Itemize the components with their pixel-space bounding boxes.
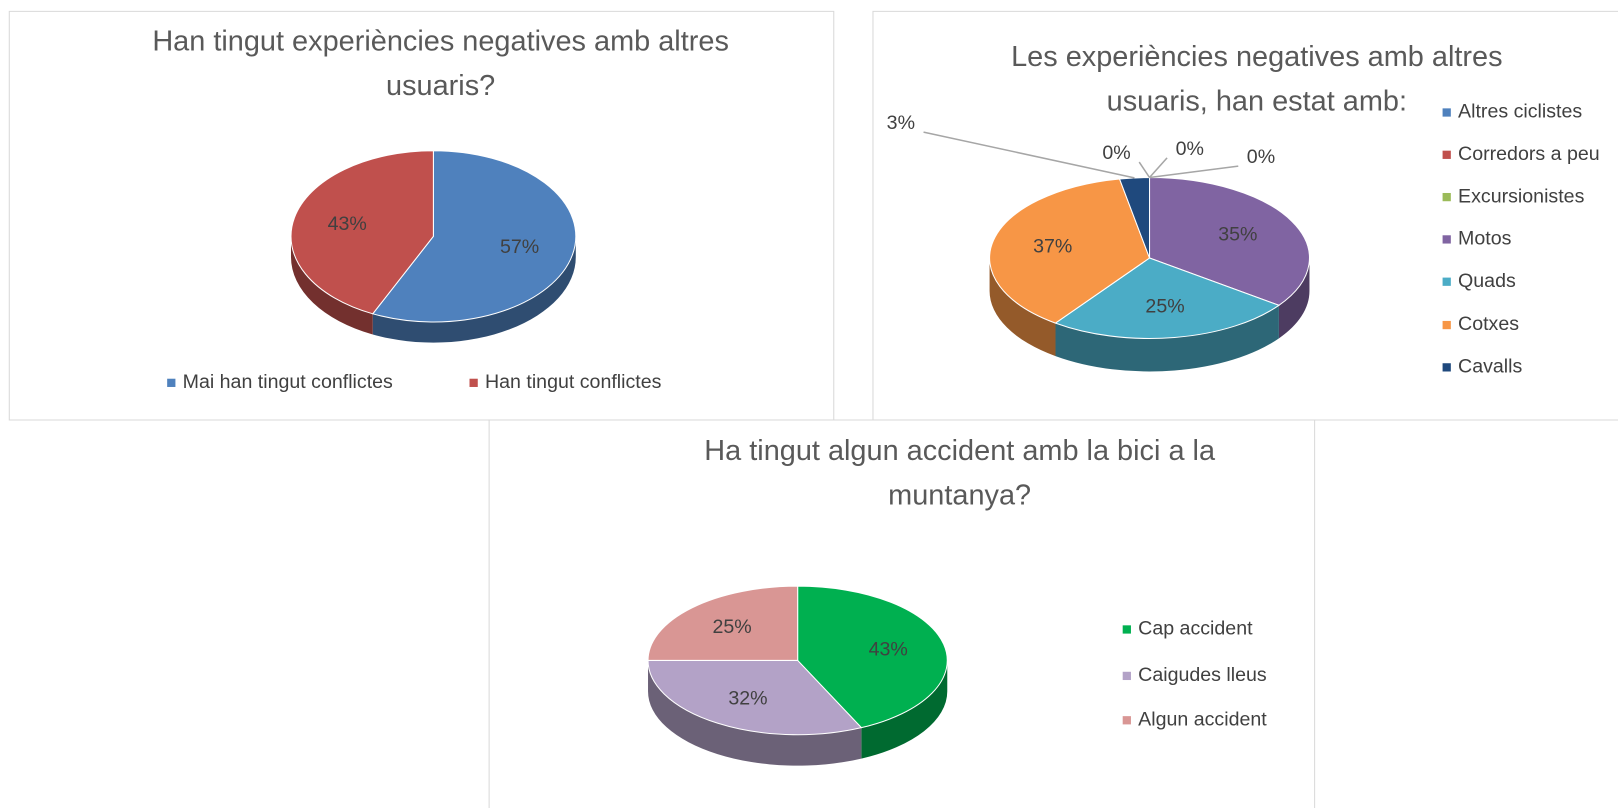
- leader-line: [1148, 157, 1168, 179]
- pie-side: [1278, 257, 1310, 339]
- pie-slice: [797, 585, 948, 729]
- pie-side: [372, 236, 576, 343]
- title-box: Ha tingut algun accident amb la bici a l…: [704, 434, 1216, 511]
- pie-slice: [371, 150, 577, 323]
- chart-title: Han tingut experiències negatives amb al…: [152, 24, 729, 102]
- title-box: Les experiències negatives amb altres us…: [1011, 40, 1503, 117]
- legend-label: Cap accident: [1138, 618, 1253, 640]
- legend-label: Cavalls: [1458, 356, 1522, 378]
- legend-label: Han tingut conflictes: [485, 371, 662, 393]
- chart-title: Les experiències negatives amb altres us…: [1011, 40, 1503, 117]
- leader-line: [923, 131, 1135, 179]
- data-label: 43%: [328, 213, 367, 235]
- legend-swatch: [1442, 150, 1451, 159]
- legend-swatch: [1442, 108, 1451, 117]
- legend-label: Corredors a peu: [1458, 143, 1600, 165]
- chart-title: Ha tingut algun accident amb la bici a l…: [704, 434, 1216, 511]
- legend-label: Motos: [1458, 228, 1512, 250]
- data-label: 3%: [887, 112, 915, 134]
- legend-label: Caigudes lleus: [1138, 664, 1267, 686]
- legend-swatch: [469, 378, 478, 387]
- data-label: 0%: [1176, 138, 1204, 160]
- pie-side: [290, 236, 373, 335]
- legend-swatch: [1442, 363, 1451, 372]
- pie-side: [861, 660, 948, 759]
- legend-label: Altres ciclistes: [1458, 101, 1582, 123]
- legend-swatch: [1442, 320, 1451, 330]
- legend-swatch: [1122, 671, 1131, 681]
- data-label: 37%: [1033, 235, 1072, 257]
- legend-swatch: [1122, 716, 1131, 725]
- legend-label: Cotxes: [1458, 313, 1519, 335]
- data-label: 57%: [500, 236, 539, 258]
- legend-label: Quads: [1458, 270, 1516, 292]
- data-label: 32%: [728, 687, 767, 709]
- legend-swatch: [167, 378, 176, 387]
- legend-label: Mai han tingut conflictes: [183, 371, 393, 393]
- data-label: 43%: [869, 639, 908, 661]
- pie-slice: [647, 585, 799, 661]
- legend-swatch: [1442, 277, 1451, 286]
- legend-label: Algun accident: [1138, 708, 1267, 730]
- pie-slice: [290, 150, 434, 315]
- data-label: 25%: [712, 616, 751, 638]
- data-label: 0%: [1247, 146, 1275, 168]
- pie-slice: [989, 178, 1151, 324]
- data-label: 35%: [1218, 224, 1257, 246]
- title-box: Han tingut experiències negatives amb al…: [152, 24, 729, 102]
- pie-side: [648, 660, 862, 766]
- legend-label: Excursionistes: [1458, 185, 1585, 207]
- data-label: 25%: [1145, 295, 1184, 317]
- legend-swatch: [1442, 192, 1451, 202]
- data-label: 0%: [1102, 142, 1130, 164]
- leader-line: [1149, 165, 1239, 179]
- pie-slice: [1054, 257, 1281, 339]
- legend-swatch: [1122, 625, 1131, 634]
- legend-swatch: [1442, 235, 1451, 244]
- pie-slice: [1149, 176, 1310, 306]
- leader-line: [1138, 161, 1151, 178]
- pie-slice: [647, 659, 863, 736]
